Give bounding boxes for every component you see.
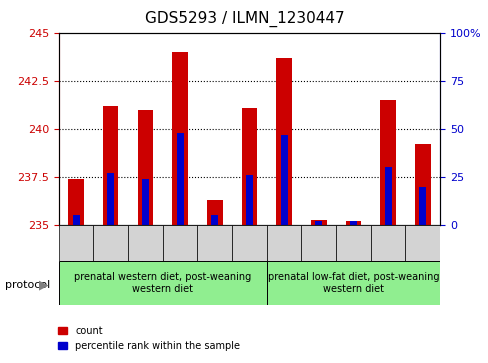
Bar [245,175,252,225]
Legend: count, percentile rank within the sample: count, percentile rank within the sample [54,322,244,355]
FancyBboxPatch shape [266,261,439,305]
Bar [142,179,148,225]
Text: prenatal low-fat diet, post-weaning
western diet: prenatal low-fat diet, post-weaning west… [267,272,438,294]
Text: prenatal western diet, post-weaning
western diet: prenatal western diet, post-weaning west… [74,272,251,294]
Bar [172,52,187,225]
Bar [380,100,395,225]
FancyBboxPatch shape [370,225,405,261]
Bar [414,144,429,225]
Bar [102,106,118,225]
Bar [310,220,326,225]
Bar [315,221,322,225]
Bar [349,221,356,225]
FancyBboxPatch shape [301,225,335,261]
Bar [276,58,291,225]
Bar [68,179,83,225]
Bar [137,110,153,225]
Bar [280,135,287,225]
Bar [107,173,114,225]
Text: GDS5293 / ILMN_1230447: GDS5293 / ILMN_1230447 [144,11,344,27]
Bar [206,200,222,225]
Bar [418,187,426,225]
Bar [176,133,183,225]
FancyBboxPatch shape [266,225,301,261]
FancyBboxPatch shape [335,225,370,261]
Bar [241,108,257,225]
FancyBboxPatch shape [232,225,266,261]
FancyBboxPatch shape [59,261,266,305]
FancyBboxPatch shape [128,225,163,261]
Text: ▶: ▶ [39,278,49,291]
Text: protocol: protocol [5,280,50,290]
FancyBboxPatch shape [163,225,197,261]
FancyBboxPatch shape [197,225,232,261]
Bar [72,216,80,225]
FancyBboxPatch shape [93,225,128,261]
FancyBboxPatch shape [59,225,93,261]
FancyBboxPatch shape [405,225,439,261]
Bar [384,167,391,225]
Bar [211,216,218,225]
Bar [345,221,361,225]
